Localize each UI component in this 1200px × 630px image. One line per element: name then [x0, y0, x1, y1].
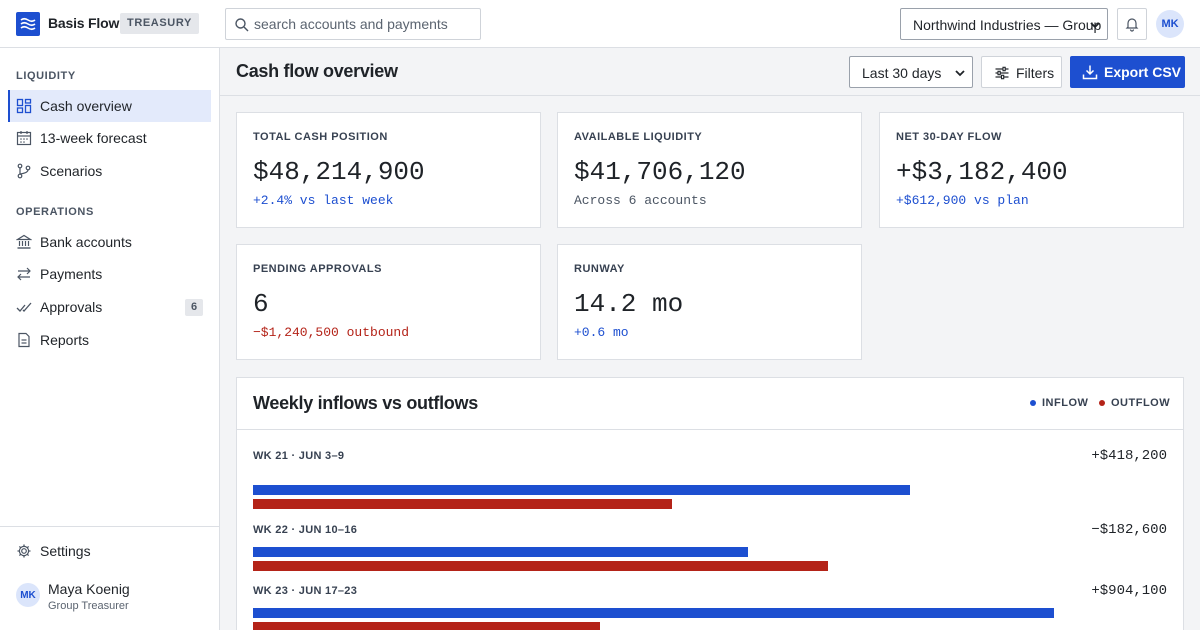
- kpi-card-pending-approvals: PENDING APPROVALS 6 −$1,240,500 outbound: [236, 244, 541, 360]
- outflow-bar[interactable]: [253, 499, 672, 509]
- chart-category-label: WK 21 · JUN 3–9: [253, 450, 345, 462]
- filters-button[interactable]: Filters: [981, 56, 1062, 88]
- avatar[interactable]: MK: [1156, 10, 1184, 38]
- sidebar-item-settings[interactable]: Settings: [8, 535, 211, 567]
- user-name: Maya Koenig: [48, 581, 130, 597]
- weekly-flows-panel: Weekly inflows vs outflows INFLOW OUTFLO…: [236, 377, 1184, 630]
- sidebar-item-label: Scenarios: [40, 163, 103, 179]
- kpi-card-total-cash: TOTAL CASH POSITION $48,214,900 +2.4% vs…: [236, 112, 541, 228]
- kpi-delta: +2.4% vs last week: [253, 193, 394, 208]
- calendar-icon: [16, 131, 32, 146]
- sidebar-item-reports[interactable]: Reports: [8, 324, 211, 356]
- kpi-card-net-flow: NET 30-DAY FLOW +$3,182,400 +$612,900 vs…: [879, 112, 1184, 228]
- kpi-value: +$3,182,400: [896, 157, 1068, 187]
- dashboard-icon: [16, 98, 32, 114]
- check-icon: [16, 302, 32, 312]
- sidebar-item-scenarios[interactable]: Scenarios: [8, 155, 211, 187]
- chart-net-value: +$904,100: [1091, 583, 1167, 599]
- search-icon: [235, 18, 249, 32]
- chart-category-label: WK 22 · JUN 10–16: [253, 524, 358, 536]
- chevron-down-icon: [1090, 22, 1100, 29]
- kpi-value: 6: [253, 289, 269, 319]
- export-csv-button[interactable]: Export CSV: [1070, 56, 1185, 88]
- org-select-value: Northwind Industries — Group: [913, 17, 1102, 33]
- kpi-label: AVAILABLE LIQUIDITY: [574, 131, 703, 143]
- branch-icon: [17, 163, 31, 179]
- sidebar-item-label: Cash overview: [40, 98, 132, 114]
- sidebar-item-approvals[interactable]: Approvals 6: [8, 291, 211, 323]
- document-icon: [18, 332, 30, 348]
- sidebar-item-label: Settings: [40, 543, 91, 559]
- kpi-label: NET 30-DAY FLOW: [896, 131, 1002, 143]
- app-name[interactable]: Basis Flow: [48, 15, 120, 31]
- download-icon: [1082, 65, 1098, 80]
- sidebar-item-label: Approvals: [40, 299, 103, 315]
- chart-category-label: WK 23 · JUN 17–23: [253, 585, 358, 597]
- export-csv-label: Export CSV: [1104, 64, 1182, 80]
- approvals-count-badge: 6: [185, 299, 203, 316]
- inflow-bar[interactable]: [253, 608, 1054, 618]
- kpi-delta: −$1,240,500 outbound: [253, 325, 410, 340]
- bell-icon: [1125, 18, 1139, 32]
- legend-outflow: OUTFLOW: [1099, 397, 1170, 409]
- sidebar-item-label: Bank accounts: [40, 234, 132, 250]
- legend-inflow: INFLOW: [1030, 397, 1088, 409]
- gear-icon: [17, 544, 31, 558]
- inflow-bar[interactable]: [253, 485, 910, 495]
- sidebar: LIQUIDITY Cash overview 13-week forecast: [0, 48, 220, 630]
- page-header: Cash flow overview Last 30 days Filters …: [220, 48, 1200, 96]
- inflow-bar[interactable]: [253, 547, 748, 557]
- sidebar-divider: [0, 526, 219, 527]
- sidebar-item-label: Reports: [40, 332, 90, 348]
- sidebar-item-bank-accounts[interactable]: Bank accounts: [8, 226, 211, 258]
- search-input[interactable]: [254, 9, 478, 39]
- outflow-bar[interactable]: [253, 622, 600, 630]
- chart-net-value: +$418,200: [1091, 448, 1167, 464]
- sidebar-item-payments[interactable]: Payments: [8, 258, 211, 290]
- logo-icon[interactable]: [16, 12, 40, 36]
- top-bar: Basis Flow TREASURY Northwind Industries…: [0, 0, 1200, 48]
- legend-inflow-label: INFLOW: [1042, 397, 1089, 409]
- app-badge: TREASURY: [120, 13, 199, 34]
- sidebar-item-label: Payments: [40, 266, 103, 282]
- kpi-label: RUNWAY: [574, 263, 625, 275]
- legend-outflow-swatch: [1099, 400, 1105, 406]
- date-range-select[interactable]: Last 30 days: [849, 56, 973, 88]
- outflow-bar[interactable]: [253, 561, 828, 571]
- kpi-value: 14.2 mo: [574, 289, 684, 319]
- org-select[interactable]: Northwind Industries — Group: [900, 8, 1108, 40]
- sidebar-item-13-week-forecast[interactable]: 13-week forecast: [8, 122, 211, 154]
- kpi-label: TOTAL CASH POSITION: [253, 131, 388, 143]
- page-title: Cash flow overview: [236, 61, 398, 81]
- user-avatar[interactable]: MK: [16, 583, 40, 607]
- chart-net-value: −$182,600: [1091, 522, 1167, 538]
- sidebar-section-liquidity: LIQUIDITY: [16, 70, 76, 82]
- sliders-icon: [995, 66, 1009, 80]
- notifications-button[interactable]: [1117, 8, 1147, 40]
- chart-title: Weekly inflows vs outflows: [253, 393, 478, 413]
- kpi-delta: +$612,900 vs plan: [896, 193, 1029, 208]
- filters-label: Filters: [1016, 65, 1055, 81]
- kpi-delta: +0.6 mo: [574, 325, 629, 340]
- legend-inflow-swatch: [1030, 400, 1036, 406]
- kpi-card-available-liquidity: AVAILABLE LIQUIDITY $41,706,120 Across 6…: [557, 112, 862, 228]
- kpi-delta: Across 6 accounts: [574, 193, 707, 208]
- sidebar-item-cash-overview[interactable]: Cash overview: [8, 90, 211, 122]
- sidebar-item-label: 13-week forecast: [40, 130, 147, 146]
- bank-icon: [16, 234, 32, 249]
- search-box[interactable]: [225, 8, 481, 40]
- legend-outflow-label: OUTFLOW: [1111, 397, 1171, 409]
- kpi-value: $48,214,900: [253, 157, 425, 187]
- kpi-label: PENDING APPROVALS: [253, 263, 382, 275]
- kpi-value: $41,706,120: [574, 157, 746, 187]
- panel-divider: [237, 429, 1183, 430]
- transfer-icon: [17, 267, 31, 281]
- sidebar-section-operations: OPERATIONS: [16, 206, 94, 218]
- kpi-card-runway: RUNWAY 14.2 mo +0.6 mo: [557, 244, 862, 360]
- date-range-value: Last 30 days: [862, 65, 942, 81]
- chevron-down-icon: [955, 70, 965, 77]
- user-role: Group Treasurer: [48, 600, 129, 612]
